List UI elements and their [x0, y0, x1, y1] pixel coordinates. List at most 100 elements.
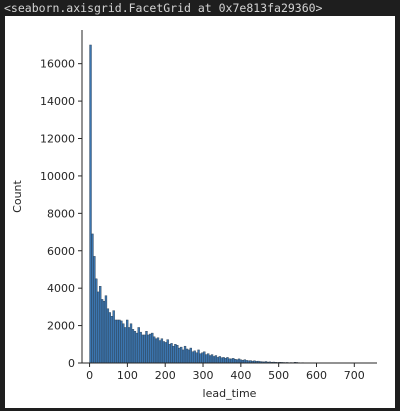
- y-tick-label: 0: [68, 357, 75, 370]
- histogram-bar: [129, 323, 133, 364]
- histogram-bar: [187, 349, 191, 364]
- histogram-bar: [176, 345, 179, 364]
- histogram-chart: 0 100 200 300 400 500 600 700 0 2000 4000 6000 8000 1…: [11, 30, 377, 400]
- y-tick-label: 8000: [47, 207, 75, 220]
- histogram-bar: [162, 341, 165, 364]
- histogram-bar: [112, 310, 115, 364]
- histogram-bar: [205, 354, 208, 364]
- histogram-bar: [197, 349, 200, 364]
- x-tick-label: 400: [230, 369, 251, 382]
- histogram-bar: [110, 316, 113, 364]
- histogram-bar: [220, 357, 223, 364]
- x-tick-label: 100: [117, 369, 138, 382]
- x-tick-label: 0: [86, 369, 93, 382]
- histogram-bar: [127, 327, 131, 364]
- histogram-bar: [222, 357, 225, 364]
- histogram-bar: [210, 354, 214, 364]
- y-tick-label: 4000: [47, 282, 75, 295]
- facetgrid-figure: 0 100 200 300 400 500 600 700 0 2000 4000 6000 8000 1…: [5, 16, 395, 408]
- histogram-bar: [122, 323, 125, 364]
- histogram-bar: [199, 353, 202, 364]
- histogram-bar: [106, 308, 110, 364]
- histogram-bar: [178, 347, 181, 364]
- histogram-bar: [145, 331, 148, 364]
- histogram-bar: [214, 355, 218, 364]
- histogram-bar: [189, 347, 192, 364]
- histogram-bar: [147, 334, 150, 364]
- histogram-bar: [108, 312, 111, 364]
- histogram-bar: [116, 319, 119, 364]
- histogram-bar: [185, 348, 189, 364]
- histogram-bar: [224, 358, 227, 364]
- histogram-bar: [216, 357, 219, 364]
- histogram-bar: [191, 351, 194, 364]
- histogram-bar: [149, 333, 152, 364]
- histogram-bar: [124, 327, 127, 364]
- histogram-bar: [100, 299, 104, 364]
- histogram-bar: [243, 359, 246, 364]
- x-tick-label: 600: [306, 369, 327, 382]
- histogram-bar: [166, 339, 169, 364]
- y-tick-label: 2000: [47, 320, 75, 333]
- histogram-bar: [156, 337, 160, 364]
- histogram-bar: [135, 332, 138, 364]
- histogram-bar: [203, 351, 206, 364]
- histogram-bar: [91, 233, 94, 364]
- histogram-bar: [158, 340, 162, 364]
- histogram-bar: [141, 334, 144, 364]
- y-axis-label: Count: [11, 179, 24, 212]
- histogram-bar: [102, 301, 106, 364]
- y-tick-label: 12000: [40, 133, 75, 146]
- histogram-bar: [201, 352, 204, 364]
- histogram-bar: [89, 44, 92, 364]
- x-axis-label: lead_time: [203, 387, 257, 400]
- histogram-bar: [154, 338, 158, 364]
- y-tick-label: 10000: [40, 170, 75, 183]
- histogram-bar: [114, 319, 117, 364]
- histogram-bar: [218, 356, 221, 364]
- x-tick-label: 500: [268, 369, 289, 382]
- histogram-bar: [143, 334, 146, 364]
- histogram-bar: [232, 358, 235, 364]
- histogram-bar: [164, 342, 167, 364]
- histogram-bar: [170, 343, 173, 364]
- histogram-bar: [180, 346, 183, 364]
- output-repr-text: <seaborn.axisgrid.FacetGrid at 0x7e813fa…: [4, 1, 323, 15]
- x-tick-label: 700: [344, 369, 365, 382]
- histogram-bar: [153, 336, 156, 364]
- histogram-bar: [97, 291, 100, 364]
- histogram-bar: [237, 358, 241, 364]
- x-tick-label: 300: [193, 369, 214, 382]
- histogram-bar: [208, 355, 212, 364]
- histogram-bar: [228, 358, 231, 364]
- histogram-bar: [95, 278, 98, 364]
- histogram-bar: [235, 359, 239, 364]
- histogram-bar: [195, 352, 198, 364]
- histogram-bar: [151, 332, 154, 364]
- histogram-bar: [183, 345, 187, 364]
- histogram-bar: [207, 353, 210, 364]
- histogram-bar: [99, 286, 102, 364]
- histogram-bar: [230, 358, 233, 364]
- histogram-bar: [133, 331, 137, 364]
- histogram-bar: [234, 359, 237, 364]
- histogram-bar: [104, 295, 108, 364]
- histogram-bar: [120, 320, 123, 364]
- y-tick-label: 6000: [47, 245, 75, 258]
- histogram-bar: [137, 327, 140, 364]
- histogram-bar: [172, 345, 175, 364]
- x-tick-label: 200: [155, 369, 176, 382]
- histogram-bar: [93, 256, 96, 364]
- y-tick-label: 14000: [40, 95, 75, 108]
- y-tick-label: 16000: [40, 58, 75, 71]
- histogram-bar: [174, 344, 177, 364]
- histogram-bar: [181, 349, 185, 364]
- histogram-bar: [118, 319, 121, 364]
- histogram-bar: [139, 331, 142, 364]
- histogram-bar: [160, 338, 164, 364]
- histogram-bar: [131, 329, 135, 364]
- histogram-bar: [226, 357, 229, 364]
- histogram-bar: [193, 350, 196, 364]
- histogram-bar: [212, 356, 216, 364]
